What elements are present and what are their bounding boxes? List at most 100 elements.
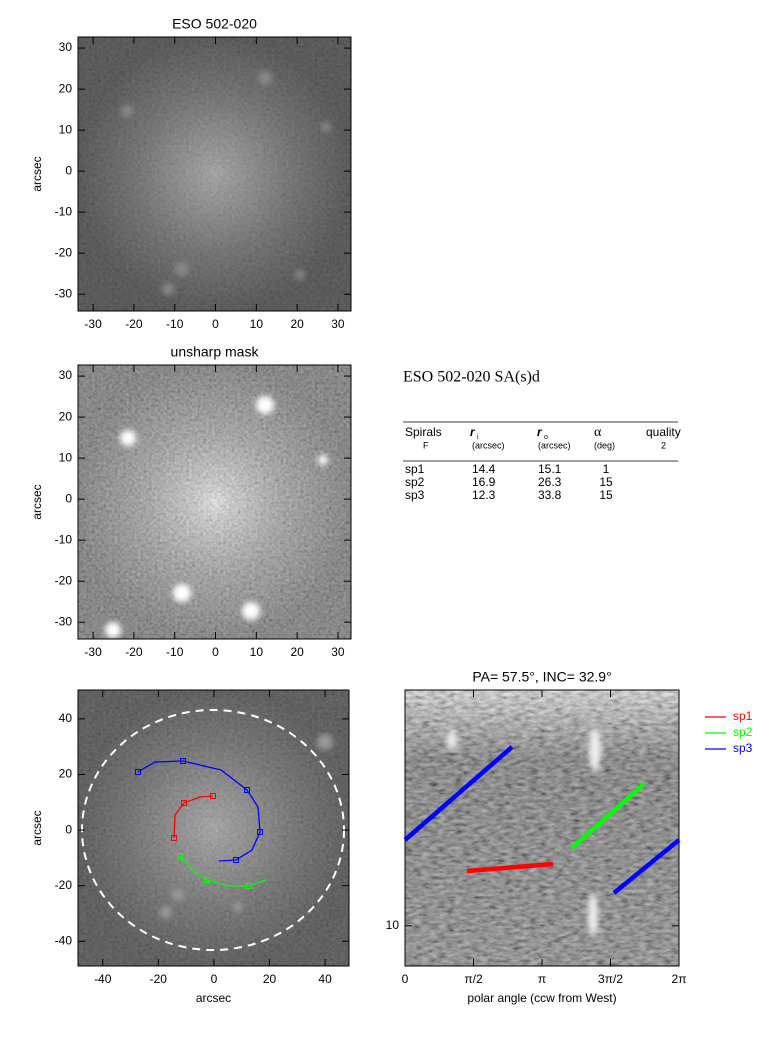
cell: 12.3 [472,488,496,502]
x-tick-label: 0 [212,317,219,331]
x-tick-label: 3π/2 [598,972,623,986]
legend-label: sp2 [733,725,753,739]
header: (arcsec) [472,440,505,450]
x-tick-label: -30 [84,645,102,659]
header: i [477,434,479,441]
x-tick-label: 40 [318,972,332,986]
spiral-marker [246,883,252,889]
x-tick-label: 10 [250,645,264,659]
x-tick-label: -10 [166,317,184,331]
cell: 16.9 [472,475,496,489]
y-tick-label: 20 [59,409,73,423]
y-tick-label: 0 [65,822,72,836]
spiral-fit [570,782,646,850]
y-axis-label: arcsec [30,156,44,191]
polar-image [405,690,679,966]
cell: 26.3 [538,475,562,489]
panel-title: PA= 57.5°, INC= 32.9° [472,669,611,685]
x-tick-label: 2π [672,972,687,986]
y-tick-label: -30 [55,286,73,300]
y-tick-label: 30 [59,40,73,54]
header: (deg) [594,440,615,450]
spiral-fit [466,861,554,874]
y-tick-label: -40 [55,933,73,947]
cell: 1 [603,462,610,476]
spiral-marker [204,877,210,883]
cell: 33.8 [538,488,562,502]
legend-label: sp1 [733,709,753,723]
y-tick-label: 20 [59,767,73,781]
spiral-marker [135,769,141,775]
cell: 15 [599,488,613,502]
spiral-marker [244,787,250,793]
x-axis-label: arcsec [196,991,231,1005]
spiral-fit [403,745,514,842]
legend-label: sp3 [733,741,753,755]
x-tick-label: 10 [250,317,264,331]
x-tick-label: -20 [125,645,143,659]
x-tick-label: -40 [94,972,112,986]
axes-frame [77,36,352,312]
y-tick-label: 10 [59,122,73,136]
y-axis-label: arcsec [30,810,44,845]
spiral-arm [137,760,261,862]
y-axis-label: arcsec [30,484,44,519]
x-tick-label: π [538,972,546,986]
y-tick-label: -20 [55,878,73,892]
x-tick-label: 0 [402,972,409,986]
y-tick-label: 20 [59,81,73,95]
y-tick-label: -30 [55,614,73,628]
header: o [544,434,548,441]
y-tick-label: -10 [55,532,73,546]
spiral-marker [180,758,186,764]
spiral-marker [181,800,187,806]
header: F [423,440,429,450]
panel-title: unsharp mask [171,344,260,360]
spiral-marker [171,835,177,841]
x-tick-label: 20 [263,972,277,986]
y-tick-label: 0 [65,163,72,177]
x-tick-label: 0 [212,645,219,659]
spiral-fit [612,838,681,895]
x-tick-label: 20 [290,645,304,659]
cell: sp2 [405,475,425,489]
x-tick-label: -10 [166,645,184,659]
header: r [537,425,543,439]
x-tick-label: 0 [211,972,218,986]
cell: 15 [599,475,613,489]
y-tick-label: -20 [55,245,73,259]
spiral-marker [233,857,239,863]
header: 2 [661,440,666,450]
y-tick-label: 30 [59,368,73,382]
x-tick-label: 30 [331,645,345,659]
x-tick-label: -30 [84,317,102,331]
table-title: ESO 502-020 SA(s)d [403,369,540,386]
panel-title: ESO 502-020 [172,16,257,32]
x-tick-label: 20 [290,317,304,331]
y-tick-label: 0 [65,491,72,505]
spiral-marker [177,853,183,859]
cell: 15.1 [538,462,562,476]
y-tick-label: 10 [59,450,73,464]
spiral-marker [210,793,216,799]
overlay-image [78,690,349,966]
header: quality [646,425,681,439]
y-tick-label: 10 [386,918,400,932]
table: ESO 502-020 SA(s)d Spirals F r i (arcsec… [403,369,681,502]
header: (arcsec) [538,440,571,450]
axes-frame [77,364,352,640]
y-tick-label: -20 [55,573,73,587]
header: r [470,425,476,439]
spiral-marker [257,829,263,835]
x-tick-label: 30 [331,317,345,331]
x-tick-label: π/2 [464,972,483,986]
unsharp-image [78,365,351,639]
header: Spirals [405,425,442,439]
header: α [594,425,602,440]
cell: sp3 [405,488,425,502]
x-tick-label: -20 [125,317,143,331]
cell: sp1 [405,462,425,476]
y-tick-label: -10 [55,204,73,218]
y-tick-label: 40 [59,711,73,725]
